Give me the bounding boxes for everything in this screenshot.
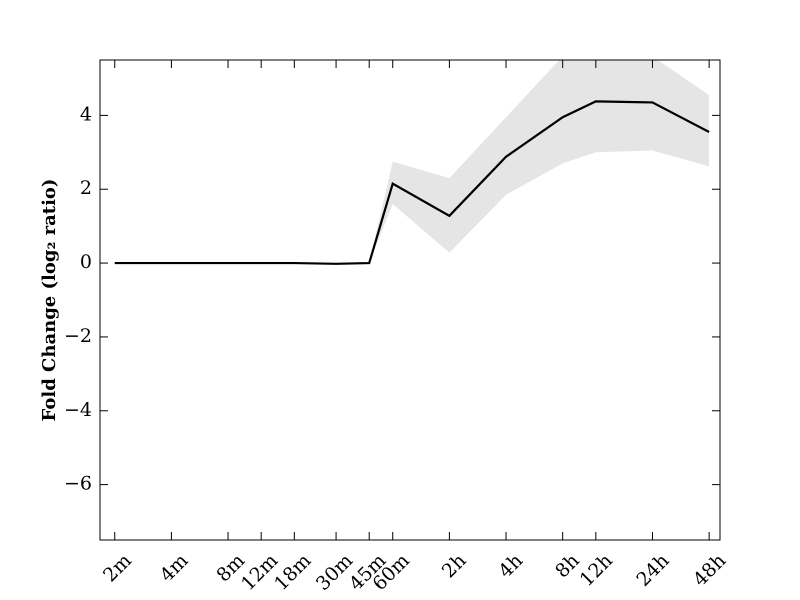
y-tick-label: −6	[64, 473, 92, 495]
y-tick-label: −2	[64, 325, 92, 347]
confidence-band	[114, 60, 710, 264]
x-tick-label: 48h	[689, 550, 730, 591]
x-tick-label: 4h	[494, 550, 527, 583]
y-tick-label: −4	[64, 399, 92, 421]
y-tick-label: 0	[80, 251, 92, 273]
line	[114, 100, 710, 265]
y-axis-label: Fold Change (log₂ ratio)	[39, 179, 60, 422]
x-tick-label: 18m	[270, 550, 315, 595]
x-tick-label: 2m	[99, 550, 136, 587]
x-tick-label: 12h	[576, 550, 617, 591]
axes-frame	[99, 59, 721, 541]
plot-area	[114, 60, 710, 265]
x-tick-label: 12m	[237, 550, 282, 595]
y-tick-label: 2	[80, 177, 92, 199]
x-tick-label: 2h	[438, 550, 471, 583]
x-tick-label: 24h	[632, 550, 673, 591]
x-tick-label: 4m	[156, 550, 193, 587]
y-tick-label: 4	[80, 103, 92, 125]
x-tick-label: 30m	[312, 550, 357, 595]
